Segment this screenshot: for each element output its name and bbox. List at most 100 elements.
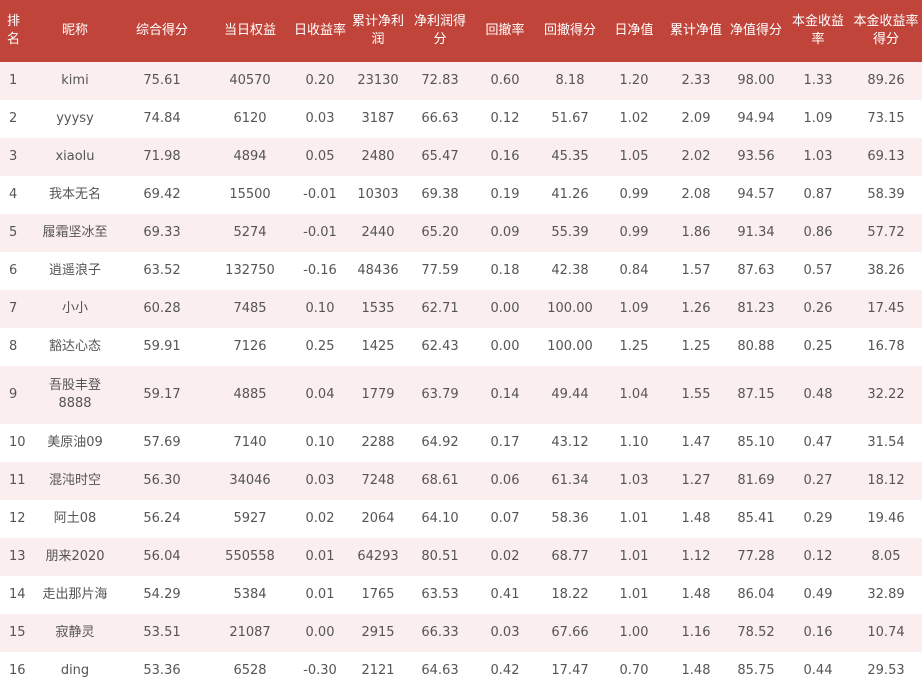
cell-profit-score: 63.53	[408, 576, 472, 614]
header-cumulative-nav[interactable]: 累计净值	[666, 0, 726, 62]
cell-nickname: 逍遥浪子	[34, 252, 116, 290]
cell-principal-return-score: 89.26	[850, 62, 922, 100]
cell-principal-return-score: 73.15	[850, 100, 922, 138]
cell-daily-return: 0.00	[292, 614, 348, 652]
header-drawdown-rate[interactable]: 回撤率	[472, 0, 538, 62]
cell-cumulative-profit: 2064	[348, 500, 408, 538]
header-drawdown-score[interactable]: 回撤得分	[538, 0, 602, 62]
cell-principal-return-score: 19.46	[850, 500, 922, 538]
cell-daily-nav: 0.84	[602, 252, 666, 290]
cell-nav-score: 85.41	[726, 500, 786, 538]
cell-drawdown-rate: 0.14	[472, 366, 538, 424]
header-daily-nav[interactable]: 日净值	[602, 0, 666, 62]
header-profit-score[interactable]: 净利润得分	[408, 0, 472, 62]
cell-drawdown-score: 68.77	[538, 538, 602, 576]
header-daily-return-label: 日收益率	[294, 23, 347, 38]
cell-principal-return-score: 32.89	[850, 576, 922, 614]
cell-nav-score: 78.52	[726, 614, 786, 652]
cell-daily-nav: 0.99	[602, 214, 666, 252]
cell-daily-equity: 21087	[208, 614, 292, 652]
cell-profit-score: 64.92	[408, 424, 472, 462]
cell-drawdown-rate: 0.16	[472, 138, 538, 176]
header-rank[interactable]: 排名	[0, 0, 34, 62]
cell-nickname: 寂静灵	[34, 614, 116, 652]
cell-total-score: 53.36	[116, 652, 208, 690]
table-row: 6 逍遥浪子 63.52 132750 -0.16 48436 77.59 0.18 42.38…	[0, 252, 922, 290]
cell-daily-nav: 1.00	[602, 614, 666, 652]
cell-cumulative-nav: 1.86	[666, 214, 726, 252]
cell-nickname: 履霜坚冰至	[34, 214, 116, 252]
header-daily-nav-label: 日净值	[614, 23, 654, 38]
cell-cumulative-profit: 7248	[348, 462, 408, 500]
header-total-score-label: 综合得分	[135, 23, 188, 38]
cell-principal-return-score: 8.05	[850, 538, 922, 576]
cell-cumulative-profit: 1535	[348, 290, 408, 328]
cell-daily-return: 0.04	[292, 366, 348, 424]
header-daily-return[interactable]: 日收益率	[292, 0, 348, 62]
table-header: 排名 昵称 综合得分 当日权益 日收益率 累计净利润 净利润得分 回撤率 回撤得分 日净值 累计净值…	[0, 0, 922, 62]
cell-principal-return: 0.86	[786, 214, 850, 252]
cell-nickname: 我本无名	[34, 176, 116, 214]
cell-daily-return: 0.05	[292, 138, 348, 176]
table-row: 1 kimi 75.61 40570 0.20 23130 72.83 0.60 8.18 1.2…	[0, 62, 922, 100]
cell-profit-score: 64.63	[408, 652, 472, 690]
cell-principal-return: 1.33	[786, 62, 850, 100]
cell-daily-equity: 4894	[208, 138, 292, 176]
cell-cumulative-profit: 1425	[348, 328, 408, 366]
cell-nav-score: 94.57	[726, 176, 786, 214]
cell-drawdown-rate: 0.60	[472, 62, 538, 100]
header-rank-label: 排名	[7, 14, 21, 47]
cell-total-score: 59.17	[116, 366, 208, 424]
cell-profit-score: 80.51	[408, 538, 472, 576]
cell-profit-score: 62.71	[408, 290, 472, 328]
cell-daily-nav: 1.10	[602, 424, 666, 462]
cell-principal-return-score: 17.45	[850, 290, 922, 328]
header-total-score[interactable]: 综合得分	[116, 0, 208, 62]
cell-daily-equity: 40570	[208, 62, 292, 100]
cell-cumulative-nav: 1.16	[666, 614, 726, 652]
cell-profit-score: 66.33	[408, 614, 472, 652]
header-cumulative-profit[interactable]: 累计净利润	[348, 0, 408, 62]
cell-rank: 12	[0, 500, 34, 538]
header-nav-score[interactable]: 净值得分	[726, 0, 786, 62]
cell-cumulative-profit: 2288	[348, 424, 408, 462]
cell-daily-equity: 6528	[208, 652, 292, 690]
cell-daily-return: 0.25	[292, 328, 348, 366]
header-daily-equity[interactable]: 当日权益	[208, 0, 292, 62]
cell-total-score: 63.52	[116, 252, 208, 290]
cell-profit-score: 77.59	[408, 252, 472, 290]
cell-nav-score: 94.94	[726, 100, 786, 138]
cell-principal-return-score: 29.53	[850, 652, 922, 690]
cell-principal-return: 0.27	[786, 462, 850, 500]
cell-nav-score: 80.88	[726, 328, 786, 366]
cell-daily-return: 0.03	[292, 462, 348, 500]
cell-profit-score: 72.83	[408, 62, 472, 100]
cell-nav-score: 91.34	[726, 214, 786, 252]
cell-cumulative-profit: 10303	[348, 176, 408, 214]
cell-rank: 14	[0, 576, 34, 614]
cell-total-score: 53.51	[116, 614, 208, 652]
cell-daily-return: -0.30	[292, 652, 348, 690]
cell-principal-return-score: 69.13	[850, 138, 922, 176]
cell-cumulative-profit: 2480	[348, 138, 408, 176]
cell-daily-nav: 1.25	[602, 328, 666, 366]
table-row: 2 yyysy 74.84 6120 0.03 3187 66.63 0.12 51.67 1.0…	[0, 100, 922, 138]
cell-principal-return-score: 58.39	[850, 176, 922, 214]
cell-drawdown-rate: 0.17	[472, 424, 538, 462]
cell-daily-equity: 34046	[208, 462, 292, 500]
cell-drawdown-score: 8.18	[538, 62, 602, 100]
cell-total-score: 59.91	[116, 328, 208, 366]
cell-rank: 16	[0, 652, 34, 690]
header-drawdown-score-label: 回撤得分	[543, 23, 596, 38]
cell-cumulative-nav: 1.25	[666, 328, 726, 366]
header-daily-equity-label: 当日权益	[223, 23, 276, 38]
cell-total-score: 54.29	[116, 576, 208, 614]
cell-total-score: 69.33	[116, 214, 208, 252]
cell-cumulative-nav: 2.09	[666, 100, 726, 138]
header-principal-return-score[interactable]: 本金收益率得分	[850, 0, 922, 62]
cell-drawdown-rate: 0.41	[472, 576, 538, 614]
cell-nickname: xiaolu	[34, 138, 116, 176]
table-row: 3 xiaolu 71.98 4894 0.05 2480 65.47 0.16 45.35 1.…	[0, 138, 922, 176]
header-nickname[interactable]: 昵称	[34, 0, 116, 62]
header-principal-return[interactable]: 本金收益率	[786, 0, 850, 62]
